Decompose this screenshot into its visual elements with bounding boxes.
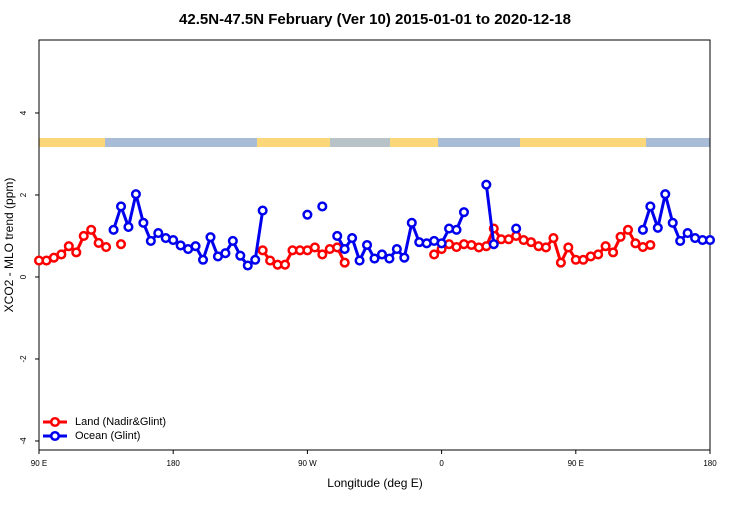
point	[205, 232, 216, 243]
point	[250, 254, 261, 265]
y-axis-label: XCO2 - MLO trend (ppm)	[2, 178, 16, 313]
legend-label: Land (Nadir&Glint)	[75, 416, 166, 428]
point	[339, 257, 350, 268]
point	[317, 201, 328, 212]
x-tick-label: 180	[703, 459, 717, 468]
point	[384, 253, 395, 264]
x-tick-label: 90 W	[298, 459, 317, 468]
x-axis-label: Longitude (deg E)	[327, 476, 422, 490]
point	[608, 247, 619, 258]
ocean-strip	[438, 138, 520, 147]
point	[660, 189, 671, 200]
point	[302, 209, 313, 220]
series	[108, 179, 716, 271]
point	[555, 257, 566, 268]
point	[265, 255, 276, 266]
point	[488, 239, 499, 250]
point	[704, 235, 716, 246]
x-tick-label: 180	[167, 459, 181, 468]
point	[458, 207, 470, 218]
point	[399, 252, 410, 263]
point	[540, 242, 552, 253]
point	[451, 224, 462, 235]
point	[652, 222, 663, 233]
y-tick-label: -2	[19, 355, 28, 363]
point	[548, 232, 559, 244]
y-tick-label: -4	[19, 437, 28, 445]
point	[168, 235, 179, 246]
point	[86, 224, 97, 235]
point	[130, 189, 141, 200]
point	[361, 239, 373, 251]
point	[197, 254, 209, 265]
point	[279, 259, 291, 270]
point	[227, 235, 238, 246]
point	[108, 224, 119, 235]
point	[526, 237, 537, 248]
point	[511, 223, 522, 234]
point	[347, 232, 358, 244]
point	[615, 231, 626, 242]
point	[369, 253, 380, 264]
point	[675, 235, 686, 246]
point	[563, 242, 574, 253]
x-tick-label: 90 E	[31, 459, 47, 468]
series	[33, 223, 656, 270]
point	[115, 239, 127, 250]
chart-title: 42.5N-47.5N February (Ver 10) 2015-01-01…	[179, 11, 571, 28]
point	[600, 241, 611, 252]
point	[339, 244, 350, 255]
point	[138, 217, 149, 228]
ocean-strip	[330, 138, 390, 147]
legend-label: Ocean (Glint)	[75, 430, 140, 442]
point	[56, 249, 67, 260]
y-tick-label: 0	[19, 274, 28, 279]
point	[429, 249, 440, 260]
legend-marker	[49, 430, 61, 442]
point	[637, 224, 648, 235]
land-ocean-strip	[39, 138, 710, 147]
point	[71, 247, 82, 258]
point	[115, 201, 127, 212]
point	[101, 242, 112, 253]
point	[391, 244, 402, 255]
point	[317, 249, 328, 260]
y-tick-label: 2	[19, 192, 28, 197]
point	[645, 201, 656, 212]
point	[242, 260, 253, 271]
point	[63, 241, 74, 252]
ocean-strip	[105, 138, 257, 147]
y-tick-label: 4	[19, 110, 28, 115]
point	[354, 255, 365, 266]
point	[153, 228, 164, 239]
x-tick-label: 90 E	[568, 459, 584, 468]
x-tick-label: 0	[439, 459, 444, 468]
point	[175, 240, 186, 251]
point	[220, 248, 231, 259]
point	[145, 235, 156, 246]
point	[645, 239, 656, 251]
ocean-strip	[646, 138, 710, 147]
point	[406, 217, 417, 228]
point	[376, 249, 388, 260]
point	[593, 249, 604, 260]
point	[622, 224, 634, 235]
point	[309, 242, 320, 253]
point	[481, 179, 492, 190]
point	[667, 217, 678, 228]
point	[257, 245, 268, 256]
point	[235, 250, 246, 261]
point	[332, 230, 343, 242]
point	[630, 238, 641, 249]
point	[78, 230, 89, 242]
point	[93, 237, 104, 248]
legend-marker	[49, 416, 61, 428]
point	[123, 221, 134, 233]
point	[436, 238, 447, 249]
point	[257, 205, 268, 216]
point	[682, 228, 693, 239]
point	[190, 241, 201, 252]
